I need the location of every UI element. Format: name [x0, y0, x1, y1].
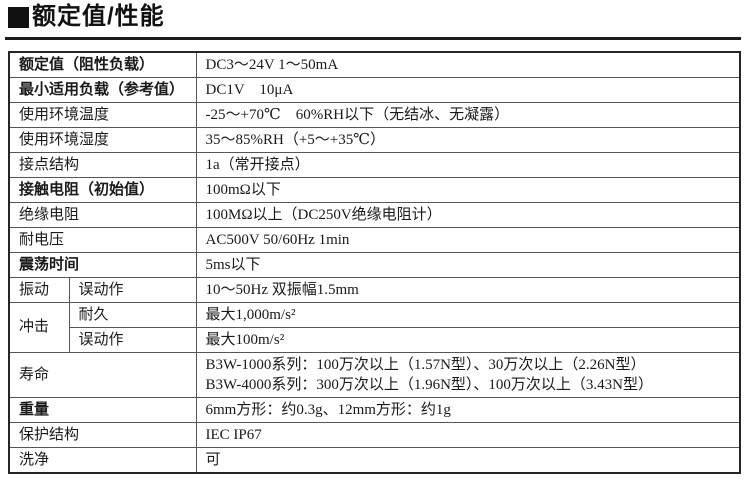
table-row: 振动 误动作 10～50Hz 双振幅1.5mm: [8, 277, 741, 303]
row-value-line: 最大1,000m/s²: [205, 307, 296, 323]
row-sublabel: 误动作: [68, 277, 197, 303]
row-value-line: 5ms以下: [205, 257, 261, 273]
row-value: DC3～24V 1～50mA: [195, 51, 741, 78]
row-value: 1a（常开接点）: [195, 152, 741, 178]
row-value-line: B3W-1000系列：100万次以上（1.57N型）、30万次以上（2.26N型…: [205, 357, 646, 373]
row-value: 10～50Hz 双振幅1.5mm: [195, 277, 741, 303]
row-label: 保护结构: [8, 422, 197, 448]
row-value-line: IEC IP67: [205, 427, 262, 443]
row-value: 35～85%RH（+5～+35℃）: [195, 127, 741, 153]
black-square-bullet-icon: [8, 6, 29, 28]
row-label: 震荡时间: [8, 252, 197, 278]
row-label: 重量: [8, 397, 197, 423]
table-row: 绝缘电阻 100MΩ以上（DC250V绝缘电阻计）: [8, 202, 741, 228]
row-label: 额定值（阻性负载）: [8, 51, 197, 78]
row-label: 使用环境湿度: [8, 127, 197, 153]
row-value: 最大100m/s²: [195, 327, 741, 353]
section-title-text: 额定值/性能: [32, 3, 165, 30]
row-value: 最大1,000m/s²: [195, 302, 741, 328]
section-title: 额定值/性能: [8, 5, 165, 29]
table-row: 最小适用负载（参考值） DC1V 10μA: [8, 77, 741, 103]
row-value-line: 1a（常开接点）: [205, 157, 310, 173]
row-value-line: 10～50Hz 双振幅1.5mm: [205, 282, 359, 298]
row-value-line: AC500V 50/60Hz 1min: [205, 232, 350, 248]
row-value: -25～+70℃ 60%RH以下（无结冰、无凝露）: [195, 102, 741, 128]
row-value: IEC IP67: [195, 422, 741, 448]
title-underline: [5, 37, 741, 40]
row-value: DC1V 10μA: [195, 77, 741, 103]
row-value-line: 100mΩ以下: [205, 182, 281, 198]
row-label: 接触电阻（初始值）: [8, 177, 197, 203]
row-value-line: DC3～24V 1～50mA: [205, 57, 339, 73]
row-value: 100MΩ以上（DC250V绝缘电阻计）: [195, 202, 741, 228]
row-value-line: DC1V 10μA: [205, 82, 294, 98]
row-value: B3W-1000系列：100万次以上（1.57N型）、30万次以上（2.26N型…: [195, 352, 741, 398]
table-row: 误动作 最大100m/s²: [9, 327, 741, 353]
row-value-line: B3W-4000系列：300万次以上（1.96N型）、100万次以上（3.43N…: [205, 377, 654, 393]
table-row: 接触电阻（初始值） 100mΩ以下: [8, 177, 741, 203]
row-value: AC500V 50/60Hz 1min: [195, 227, 741, 253]
row-label: 寿命: [8, 352, 197, 398]
table-row: 耐电压 AC500V 50/60Hz 1min: [8, 227, 741, 253]
row-value: 6mm方形：约0.3g、12mm方形：约1g: [195, 397, 741, 423]
row-sublabel: 耐久: [68, 302, 197, 328]
table-row: 震荡时间 5ms以下: [8, 252, 741, 278]
row-sublabel: 误动作: [68, 327, 197, 353]
table-row: 使用环境温度 -25～+70℃ 60%RH以下（无结冰、无凝露）: [8, 102, 741, 128]
row-label: 最小适用负载（参考值）: [8, 77, 197, 103]
spec-table: 额定值（阻性负载） DC3～24V 1～50mA 最小适用负载（参考值） DC1V 1…: [8, 51, 742, 474]
row-label: 振动: [8, 277, 70, 303]
table-row: 保护结构 IEC IP67: [8, 422, 741, 448]
row-label: 使用环境温度: [8, 102, 197, 128]
row-value: 5ms以下: [195, 252, 741, 278]
row-value-line: 可: [205, 452, 221, 468]
row-label: 洗净: [8, 447, 197, 474]
row-value-line: 6mm方形：约0.3g、12mm方形：约1g: [205, 402, 451, 418]
table-row: 冲击 耐久 最大1,000m/s²: [8, 302, 741, 353]
row-label: 绝缘电阻: [8, 202, 197, 228]
table-row: 额定值（阻性负载） DC3～24V 1～50mA: [8, 51, 741, 78]
row-value-line: 35～85%RH（+5～+35℃）: [205, 132, 386, 148]
row-value: 可: [195, 447, 741, 474]
table-row: 洗净可: [8, 447, 741, 474]
table-row: 寿命 B3W-1000系列：100万次以上（1.57N型）、30万次以上（2.26…: [8, 352, 741, 398]
row-value-line: 100MΩ以上（DC250V绝缘电阻计）: [205, 207, 442, 223]
row-label: 接点结构: [8, 152, 197, 178]
row-label: 冲击: [8, 302, 70, 353]
row-value-line: 最大100m/s²: [205, 332, 285, 348]
row-value-line: -25～+70℃ 60%RH以下（无结冰、无凝露）: [205, 107, 510, 123]
table-row: 接点结构 1a（常开接点）: [8, 152, 741, 178]
table-row: 使用环境湿度 35～85%RH（+5～+35℃）: [8, 127, 741, 153]
table-row: 重量 6mm方形：约0.3g、12mm方形：约1g: [8, 397, 741, 423]
row-label: 耐电压: [8, 227, 197, 253]
row-value: 100mΩ以下: [195, 177, 741, 203]
